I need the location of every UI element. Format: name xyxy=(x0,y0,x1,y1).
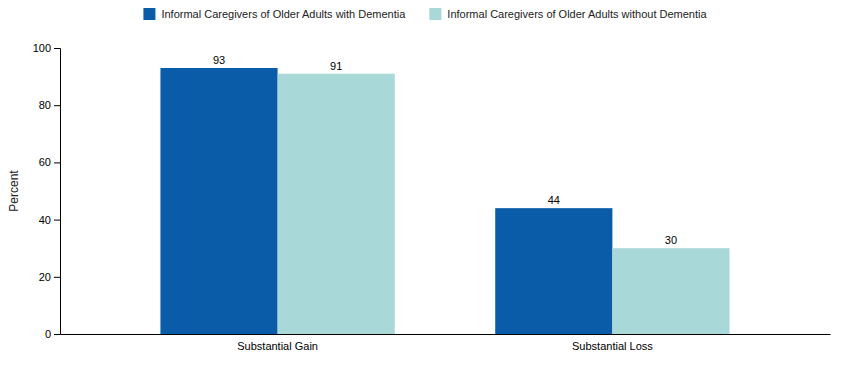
y-tick-mark xyxy=(54,277,60,278)
y-axis-line xyxy=(54,49,61,335)
legend-swatch xyxy=(143,8,155,20)
x-tick-label: Substantial Loss xyxy=(572,340,653,352)
y-tick: 60 xyxy=(39,156,60,168)
data-label: 91 xyxy=(330,60,342,72)
y-tick-label: 100 xyxy=(33,42,51,54)
x-tick: Substantial Loss xyxy=(572,340,653,352)
plot: 93449130020406080100Substantial GainSubs… xyxy=(7,42,831,352)
x-axis: Substantial Gain Substantial Loss xyxy=(61,335,831,352)
y-tick: 20 xyxy=(39,271,60,283)
chart: Informal Caregivers of Older Adults with… xyxy=(0,0,850,368)
y-tick: 100 xyxy=(33,42,60,54)
y-tick-mark xyxy=(54,220,60,221)
x-axis-line xyxy=(61,334,831,335)
data-labels: 93 44 91 30 xyxy=(213,54,677,246)
y-tick: 40 xyxy=(39,214,60,226)
bar xyxy=(160,68,277,334)
legend-swatch xyxy=(429,8,441,20)
legend-item: Informal Caregivers of Older Adults with… xyxy=(429,8,707,20)
x-tick: Substantial Gain xyxy=(237,340,318,352)
data-label: 44 xyxy=(548,194,560,206)
y-tick-mark xyxy=(54,48,60,49)
legend: Informal Caregivers of Older Adults with… xyxy=(143,8,707,20)
legend-label: Informal Caregivers of Older Adults with… xyxy=(447,8,707,20)
x-tick-label: Substantial Gain xyxy=(237,340,318,352)
bar xyxy=(495,208,612,334)
data-label: 93 xyxy=(213,54,225,66)
y-tick-mark xyxy=(54,105,60,106)
legend-label: Informal Caregivers of Older Adults with… xyxy=(161,8,406,20)
y-tick-label: 20 xyxy=(39,271,51,283)
y-tick-mark xyxy=(54,162,60,163)
y-tick: 0 xyxy=(45,328,60,340)
y-tick-label: 40 xyxy=(39,214,51,226)
y-axis-title: Percent xyxy=(7,170,21,212)
data-label: 30 xyxy=(665,234,677,246)
y-tick: 80 xyxy=(39,99,60,111)
bar xyxy=(612,248,729,334)
legend-item: Informal Caregivers of Older Adults with… xyxy=(143,8,406,20)
bar xyxy=(278,74,395,334)
y-tick-label: 80 xyxy=(39,99,51,111)
y-tick-mark xyxy=(54,334,60,335)
bars xyxy=(160,68,729,334)
y-tick-label: 0 xyxy=(45,328,51,340)
y-tick-label: 60 xyxy=(39,156,51,168)
y-axis: 0 20 40 60 80 100 xyxy=(33,42,61,340)
